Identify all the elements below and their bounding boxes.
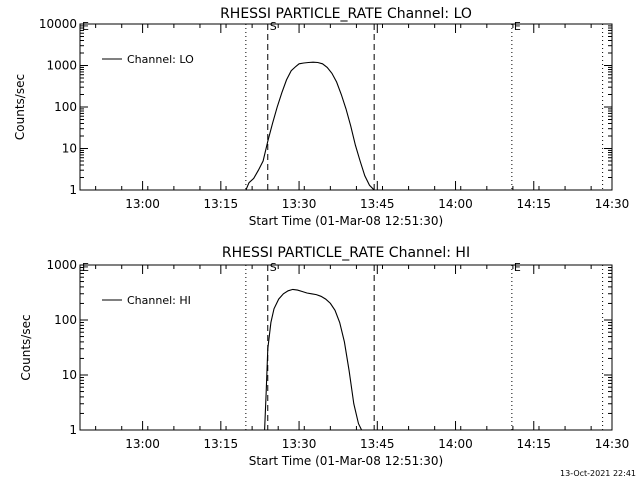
x-tick-label: 13:30 [282, 197, 317, 211]
start-marker-label: S [270, 20, 277, 33]
end-marker-label: E [514, 20, 521, 33]
x-axis-label: Start Time (01-Mar-08 12:51:30) [249, 214, 443, 228]
left-edge-marker-label: E [82, 261, 89, 274]
x-tick-label: 13:30 [282, 437, 317, 451]
y-tick-label: 1 [69, 423, 77, 437]
y-tick-label: 1000 [46, 258, 77, 272]
x-tick-label: 13:15 [204, 197, 239, 211]
x-tick-label: 14:15 [516, 437, 551, 451]
panel-lo: RHESSI PARTICLE_RATE Channel: LO Counts/s… [13, 6, 629, 228]
x-axis-label: Start Time (01-Mar-08 12:51:30) [249, 454, 443, 468]
x-tick-label: 14:15 [516, 197, 551, 211]
footer-timestamp: 13-Oct-2021 22:41 [560, 469, 636, 478]
series-line [264, 288, 363, 431]
x-tick-label: 14:00 [438, 197, 473, 211]
x-tick-label: 13:45 [360, 197, 395, 211]
plot-frame [79, 23, 613, 191]
y-axis-label: Counts/sec [19, 314, 33, 380]
chart-title: RHESSI PARTICLE_RATE Channel: HI [222, 245, 470, 261]
legend-entry: Channel: LO [127, 53, 194, 66]
panel-hi: RHESSI PARTICLE_RATE Channel: HI Counts/s… [19, 245, 629, 468]
x-tick-label: 14:30 [595, 437, 630, 451]
x-tick-label: 14:30 [595, 197, 630, 211]
left-edge-marker-label: E [82, 20, 89, 33]
legend-entry: Channel: HI [127, 294, 191, 307]
y-axis-label: Counts/sec [13, 74, 27, 140]
x-tick-label: 13:45 [360, 437, 395, 451]
x-tick-label: 13:15 [204, 437, 239, 451]
y-tick-label: 100 [54, 100, 77, 114]
y-tick-label: 10 [62, 142, 77, 156]
chart-title: RHESSI PARTICLE_RATE Channel: LO [220, 6, 472, 22]
y-tick-label: 1 [69, 183, 77, 197]
end-marker-label: E [514, 261, 521, 274]
x-tick-label: 13:00 [125, 437, 160, 451]
y-tick-label: 10 [62, 368, 77, 382]
series-line [245, 61, 375, 191]
plot-frame [79, 264, 613, 431]
start-marker-label: S [270, 261, 277, 274]
y-tick-label: 100 [54, 313, 77, 327]
y-tick-label: 1000 [46, 59, 77, 73]
y-tick-label: 10000 [39, 17, 77, 31]
x-tick-label: 13:00 [125, 197, 160, 211]
x-tick-label: 14:00 [438, 437, 473, 451]
